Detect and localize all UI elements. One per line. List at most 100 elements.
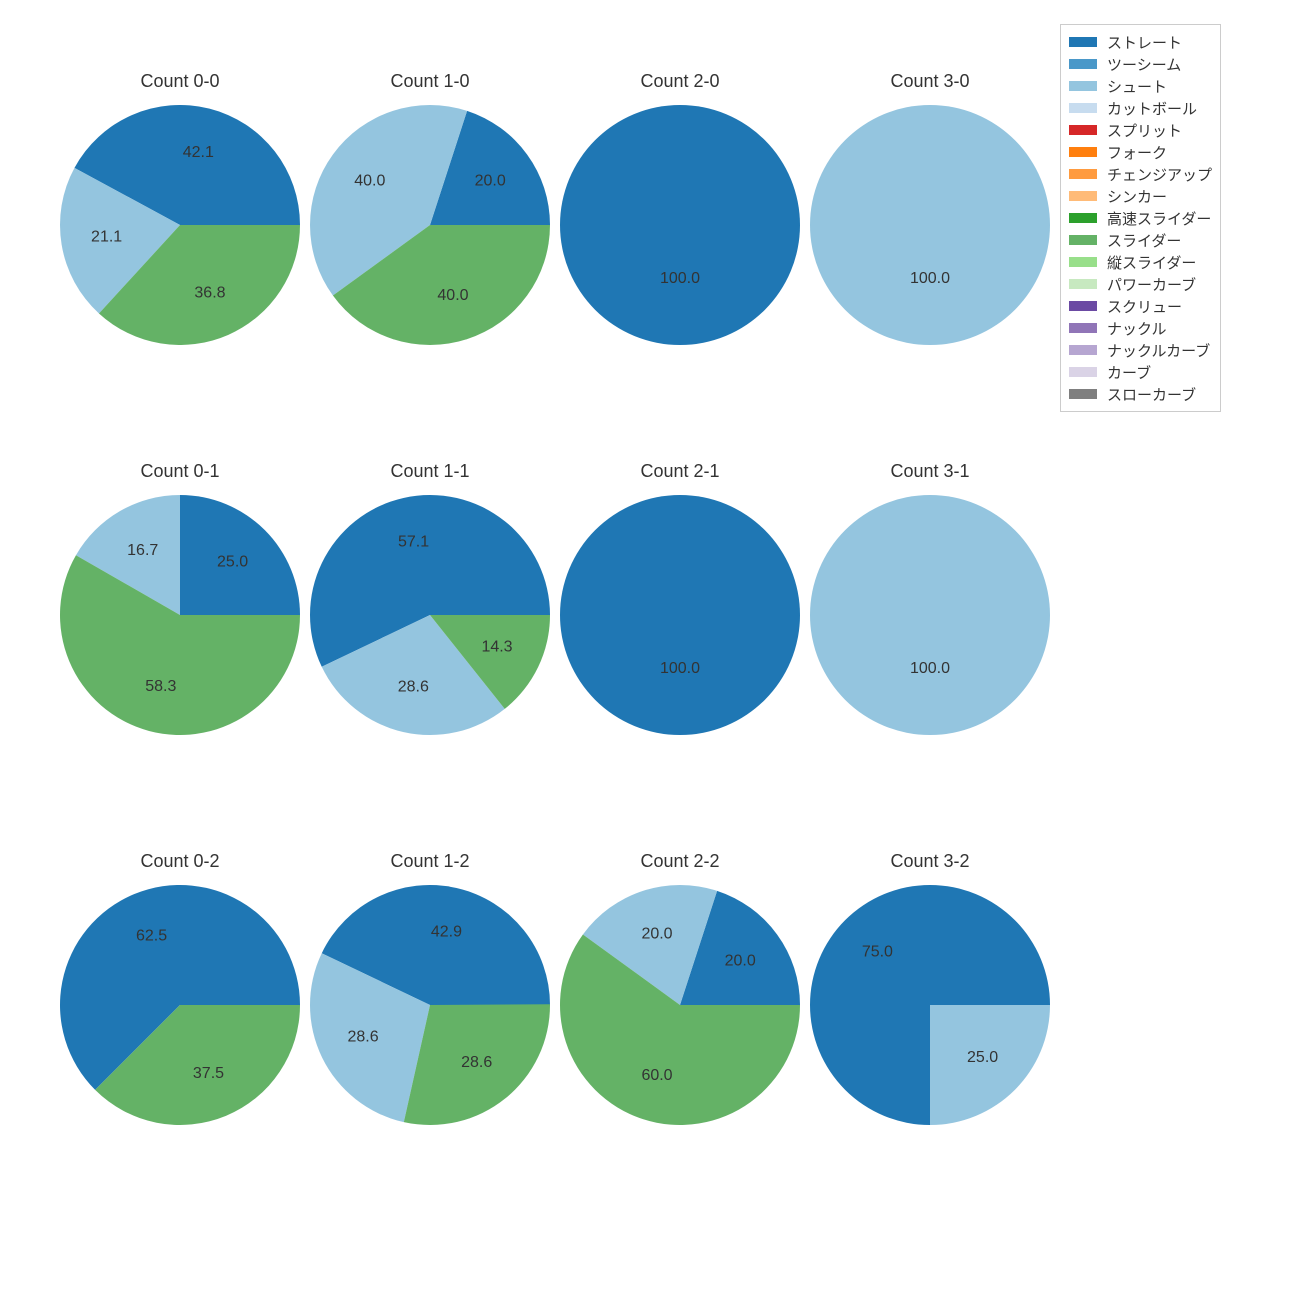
pie-chart: Count 0-042.121.136.8 xyxy=(60,105,300,345)
slice-label: 42.1 xyxy=(183,144,214,161)
legend-label: パワーカーブ xyxy=(1107,274,1196,295)
pie-chart: Count 0-262.537.5 xyxy=(60,885,300,1125)
slice-label: 14.3 xyxy=(481,639,512,656)
pie-svg: 20.0 20.0 60.0 xyxy=(560,885,800,1125)
chart-title: Count 3-1 xyxy=(810,461,1050,482)
slice-label: 37.5 xyxy=(193,1065,224,1082)
pie-svg: 100.0 xyxy=(560,105,800,345)
legend: ストレートツーシームシュートカットボールスプリットフォークチェンジアップシンカー… xyxy=(1060,24,1221,412)
pie-chart: Count 2-1100.0 xyxy=(560,495,800,735)
slice-label: 20.0 xyxy=(641,925,672,942)
legend-swatch xyxy=(1069,279,1097,289)
legend-label: スローカーブ xyxy=(1107,384,1196,405)
legend-swatch xyxy=(1069,81,1097,91)
pie-chart: Count 2-220.020.060.0 xyxy=(560,885,800,1125)
legend-label: シンカー xyxy=(1107,186,1167,207)
legend-item: 高速スライダー xyxy=(1069,207,1212,229)
legend-item: ナックルカーブ xyxy=(1069,339,1212,361)
legend-label: カットボール xyxy=(1107,98,1197,119)
slice-label: 36.8 xyxy=(194,284,225,301)
legend-item: スクリュー xyxy=(1069,295,1212,317)
legend-label: ストレート xyxy=(1107,32,1182,53)
chart-title: Count 0-1 xyxy=(60,461,300,482)
legend-swatch xyxy=(1069,389,1097,399)
legend-label: シュート xyxy=(1107,76,1167,97)
legend-item: フォーク xyxy=(1069,141,1212,163)
legend-label: スクリュー xyxy=(1107,296,1182,317)
legend-label: 高速スライダー xyxy=(1107,208,1211,229)
chart-title: Count 3-0 xyxy=(810,71,1050,92)
pie-svg: 20.0 40.0 40.0 xyxy=(310,105,550,345)
slice-label: 100.0 xyxy=(910,270,950,287)
legend-item: ナックル xyxy=(1069,317,1212,339)
legend-item: シュート xyxy=(1069,75,1212,97)
pie-chart: Count 1-242.928.628.6 xyxy=(310,885,550,1125)
legend-item: カーブ xyxy=(1069,361,1212,383)
pie-chart: Count 3-0100.0 xyxy=(810,105,1050,345)
legend-label: チェンジアップ xyxy=(1107,164,1212,185)
chart-title: Count 0-0 xyxy=(60,71,300,92)
slice-label: 75.0 xyxy=(862,944,893,961)
legend-label: 縦スライダー xyxy=(1107,252,1196,273)
slice-label: 100.0 xyxy=(910,660,950,677)
legend-item: ツーシーム xyxy=(1069,53,1212,75)
chart-title: Count 3-2 xyxy=(810,851,1050,872)
legend-item: ストレート xyxy=(1069,31,1212,53)
slice-label: 21.1 xyxy=(91,229,122,246)
slice-label: 16.7 xyxy=(127,542,158,559)
pie-svg: 100.0 xyxy=(560,495,800,735)
legend-label: フォーク xyxy=(1107,142,1167,163)
legend-swatch xyxy=(1069,125,1097,135)
legend-swatch xyxy=(1069,235,1097,245)
legend-label: カーブ xyxy=(1107,362,1151,383)
legend-label: スライダー xyxy=(1107,230,1181,251)
pie-svg: 100.0 xyxy=(810,105,1050,345)
slice-label: 62.5 xyxy=(136,927,167,944)
legend-swatch xyxy=(1069,169,1097,179)
slice-label: 40.0 xyxy=(437,287,468,304)
pie-chart: Count 3-1100.0 xyxy=(810,495,1050,735)
legend-item: スプリット xyxy=(1069,119,1212,141)
chart-title: Count 2-1 xyxy=(560,461,800,482)
legend-item: パワーカーブ xyxy=(1069,273,1212,295)
pie-slice xyxy=(560,105,800,345)
pie-chart: Count 0-125.016.758.3 xyxy=(60,495,300,735)
slice-label: 40.0 xyxy=(354,172,385,189)
legend-swatch xyxy=(1069,257,1097,267)
legend-swatch xyxy=(1069,345,1097,355)
pie-svg: 57.1 28.6 14.3 xyxy=(310,495,550,735)
pie-chart: Count 1-157.128.614.3 xyxy=(310,495,550,735)
pie-svg: 75.025.0 xyxy=(810,885,1050,1125)
legend-swatch xyxy=(1069,147,1097,157)
legend-swatch xyxy=(1069,323,1097,333)
pie-svg: 42.1 21.1 36.8 xyxy=(60,105,300,345)
slice-label: 20.0 xyxy=(725,952,756,969)
slice-label: 57.1 xyxy=(398,534,429,551)
slice-label: 28.6 xyxy=(398,679,429,696)
legend-item: カットボール xyxy=(1069,97,1212,119)
chart-title: Count 0-2 xyxy=(60,851,300,872)
legend-label: ナックル xyxy=(1107,318,1167,339)
chart-title: Count 1-2 xyxy=(310,851,550,872)
slice-label: 58.3 xyxy=(145,678,176,695)
legend-swatch xyxy=(1069,103,1097,113)
slice-label: 28.6 xyxy=(461,1054,492,1071)
chart-title: Count 2-2 xyxy=(560,851,800,872)
legend-item: 縦スライダー xyxy=(1069,251,1212,273)
pie-svg: 42.928.628.6 xyxy=(310,885,550,1125)
chart-title: Count 2-0 xyxy=(560,71,800,92)
slice-label: 100.0 xyxy=(660,270,700,287)
slice-label: 100.0 xyxy=(660,660,700,677)
pie-svg: 62.5 37.5 xyxy=(60,885,300,1125)
slice-label: 28.6 xyxy=(348,1029,379,1046)
legend-label: ナックルカーブ xyxy=(1107,340,1210,361)
legend-item: スローカーブ xyxy=(1069,383,1212,405)
pie-slice xyxy=(810,105,1050,345)
pie-svg: 25.016.758.3 xyxy=(60,495,300,735)
pie-chart: Count 3-275.025.0 xyxy=(810,885,1050,1125)
slice-label: 20.0 xyxy=(475,172,506,189)
slice-label: 60.0 xyxy=(641,1067,672,1084)
legend-swatch xyxy=(1069,191,1097,201)
legend-label: スプリット xyxy=(1107,120,1182,141)
figure: Count 0-042.121.136.8Count 1-020.040.040… xyxy=(0,0,1300,1300)
